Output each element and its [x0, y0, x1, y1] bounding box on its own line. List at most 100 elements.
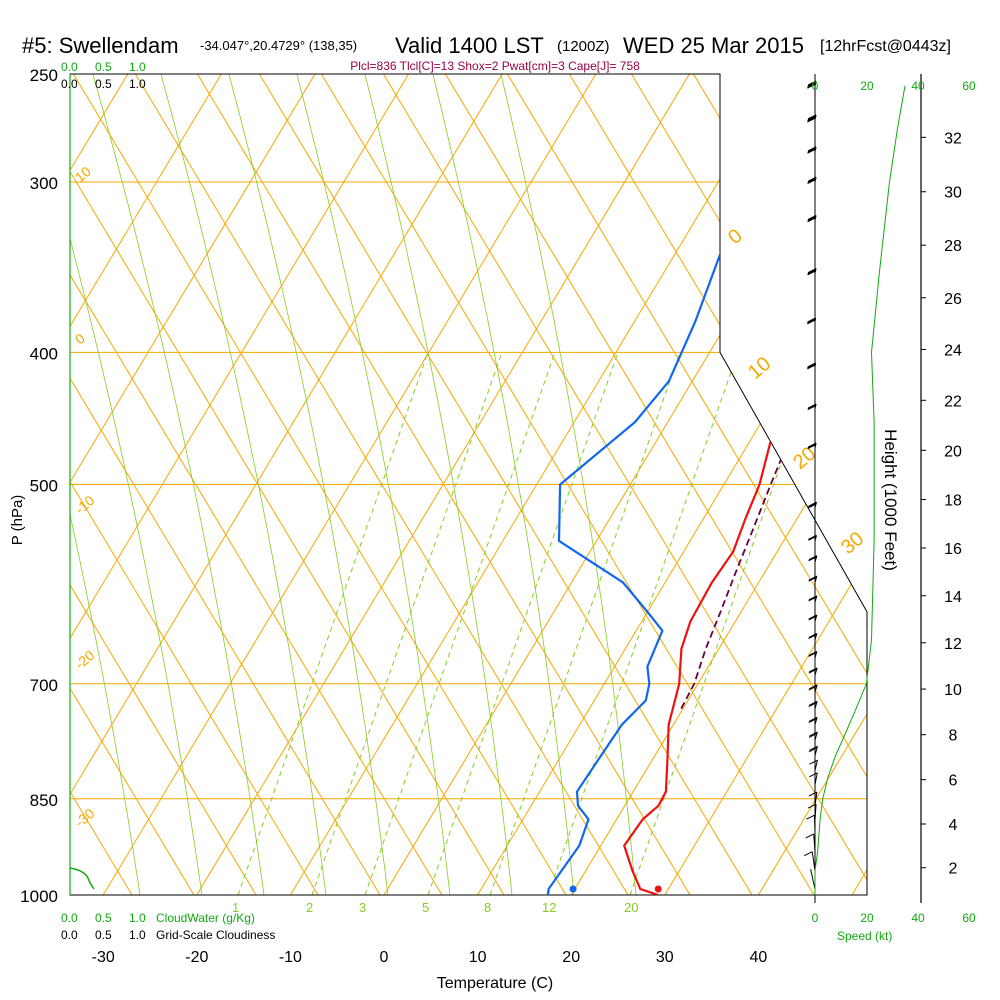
- height-tick-label: 28: [944, 238, 962, 255]
- x-tick-label: -10: [279, 949, 302, 966]
- wind-speed-tick-top: 0: [812, 79, 819, 93]
- isotherm-line: [70, 74, 424, 895]
- wind-barb: [814, 555, 818, 563]
- wind-speed-tick-top: 40: [911, 79, 925, 93]
- y-tick-label: 400: [30, 344, 58, 363]
- wind-barb-flag: [808, 747, 818, 753]
- wind-barb: [814, 804, 817, 820]
- wind-barb-flag: [807, 270, 816, 276]
- moist-adiabat: [296, 74, 451, 895]
- wind-barb: [814, 760, 818, 771]
- x-tick-label: -30: [92, 949, 115, 966]
- cloud-scale-top-2-bottom: 1.0: [129, 911, 146, 925]
- mixing-ratio-label: 3: [359, 900, 366, 915]
- station-title: #5: Swellendam: [22, 33, 179, 58]
- x-axis-title: Temperature (C): [437, 975, 553, 992]
- height-tick-label: 24: [944, 342, 962, 359]
- isotherm-label: 0: [72, 330, 88, 347]
- wind-barb-flag: [807, 82, 816, 88]
- station-coords: -34.047°,20.4729° (138,35): [200, 38, 357, 53]
- wind-barb-flag: [808, 501, 817, 507]
- wind-speed-label: Speed (kt): [837, 929, 892, 943]
- wind-barb-flag: [806, 814, 815, 820]
- wind-barb-flag: [808, 684, 818, 690]
- wind-barb-flag: [808, 791, 818, 797]
- wind-barb-flag: [809, 731, 818, 737]
- isotherm-line: [272, 74, 798, 895]
- adiabat-line: [70, 74, 257, 895]
- wind-barb-flag: [807, 269, 816, 275]
- mixing-ratio-label: 1: [232, 900, 239, 915]
- x-tick-label: -20: [185, 949, 208, 966]
- isotherm-label: -20: [72, 647, 98, 672]
- adiabat-line: [70, 74, 195, 895]
- wind-barb-flag: [808, 650, 818, 656]
- wind-barb-flag: [808, 615, 817, 621]
- wind-barb-flag: [808, 716, 818, 722]
- height-tick-label: 12: [944, 636, 962, 653]
- y-tick-label: 500: [30, 477, 58, 496]
- wind-barb-flag: [807, 268, 817, 274]
- mixing-ratio-line: [237, 352, 429, 895]
- wind-speed-tick-bottom: 40: [911, 911, 925, 925]
- wind-barb-flag: [807, 81, 817, 87]
- wind-barb-flag: [807, 364, 816, 370]
- wind-speed-tick-bottom: 0: [812, 911, 819, 925]
- cloud-scale-bottom-2-bottom: 1.0: [129, 928, 146, 942]
- forecast-hour: [12hrFcst@0443z]: [820, 38, 951, 55]
- cloud-scale-top-0: 0.0: [61, 60, 78, 74]
- wind-barb-flag: [809, 745, 818, 751]
- x-tick-label: 30: [656, 949, 674, 966]
- wind-barb: [814, 792, 818, 806]
- height-tick-label: 14: [944, 589, 962, 606]
- cloud-scale-bottom-1: 0.5: [95, 77, 112, 91]
- y-tick-label: 1000: [20, 887, 58, 906]
- wind-barb-flag: [807, 179, 816, 185]
- cloud-scale-top-2: 1.0: [129, 60, 146, 74]
- wind-barb-flag: [809, 759, 818, 765]
- cloud-scale-bottom-0-bottom: 0.0: [61, 928, 78, 942]
- adiabat-line: [0, 74, 8, 895]
- wind-barb-flag: [807, 403, 817, 409]
- wind-barb-flag: [808, 732, 818, 738]
- wind-barb-flag: [807, 404, 817, 410]
- wind-barb-flag: [807, 405, 816, 411]
- wind-barb-flag: [808, 502, 817, 508]
- wind-barb: [813, 833, 816, 853]
- wind-barb: [814, 772, 818, 785]
- mixing-ratio-line: [547, 352, 739, 895]
- wind-barb-flag: [808, 700, 818, 706]
- isotherm-line: [179, 74, 705, 895]
- surface-temp-dot: [654, 885, 662, 893]
- wind-barb-flag: [808, 596, 817, 602]
- wind-barb-flag: [807, 363, 816, 369]
- height-tick-label: 32: [944, 130, 962, 147]
- x-tick-label: 10: [469, 949, 487, 966]
- wind-barb-flag: [808, 555, 818, 561]
- height-tick-label: 8: [949, 728, 958, 745]
- mixing-ratio-label: 8: [484, 900, 491, 915]
- y-tick-label: 300: [30, 174, 58, 193]
- moist-adiabat: [92, 74, 265, 895]
- wind-barb-flag: [808, 652, 817, 657]
- isotherm-line: [647, 74, 867, 895]
- wind-barb: [814, 633, 818, 641]
- series-parcel: [680, 101, 866, 710]
- cloud-scale-bottom-1-bottom: 0.5: [95, 928, 112, 942]
- isotherm-line: [834, 74, 867, 895]
- series-dewpoint: [546, 101, 763, 895]
- utc-time: (1200Z): [557, 38, 610, 55]
- wind-barb: [814, 403, 817, 409]
- wind-barb-flag: [809, 772, 818, 778]
- height-axis-title: Height (1000 Feet): [881, 429, 900, 571]
- cloudiness-label: Grid-Scale Cloudiness: [156, 928, 275, 942]
- isotherm-line: [928, 50, 1000, 924]
- wind-barb-flag: [808, 702, 818, 707]
- wind-barb-flag: [807, 268, 817, 273]
- wind-barb-flag: [807, 176, 817, 182]
- wind-barb-flag: [808, 595, 818, 601]
- wind-barb-flag: [808, 614, 818, 620]
- y-tick-label: 700: [30, 676, 58, 695]
- wind-barb-flag: [807, 177, 817, 183]
